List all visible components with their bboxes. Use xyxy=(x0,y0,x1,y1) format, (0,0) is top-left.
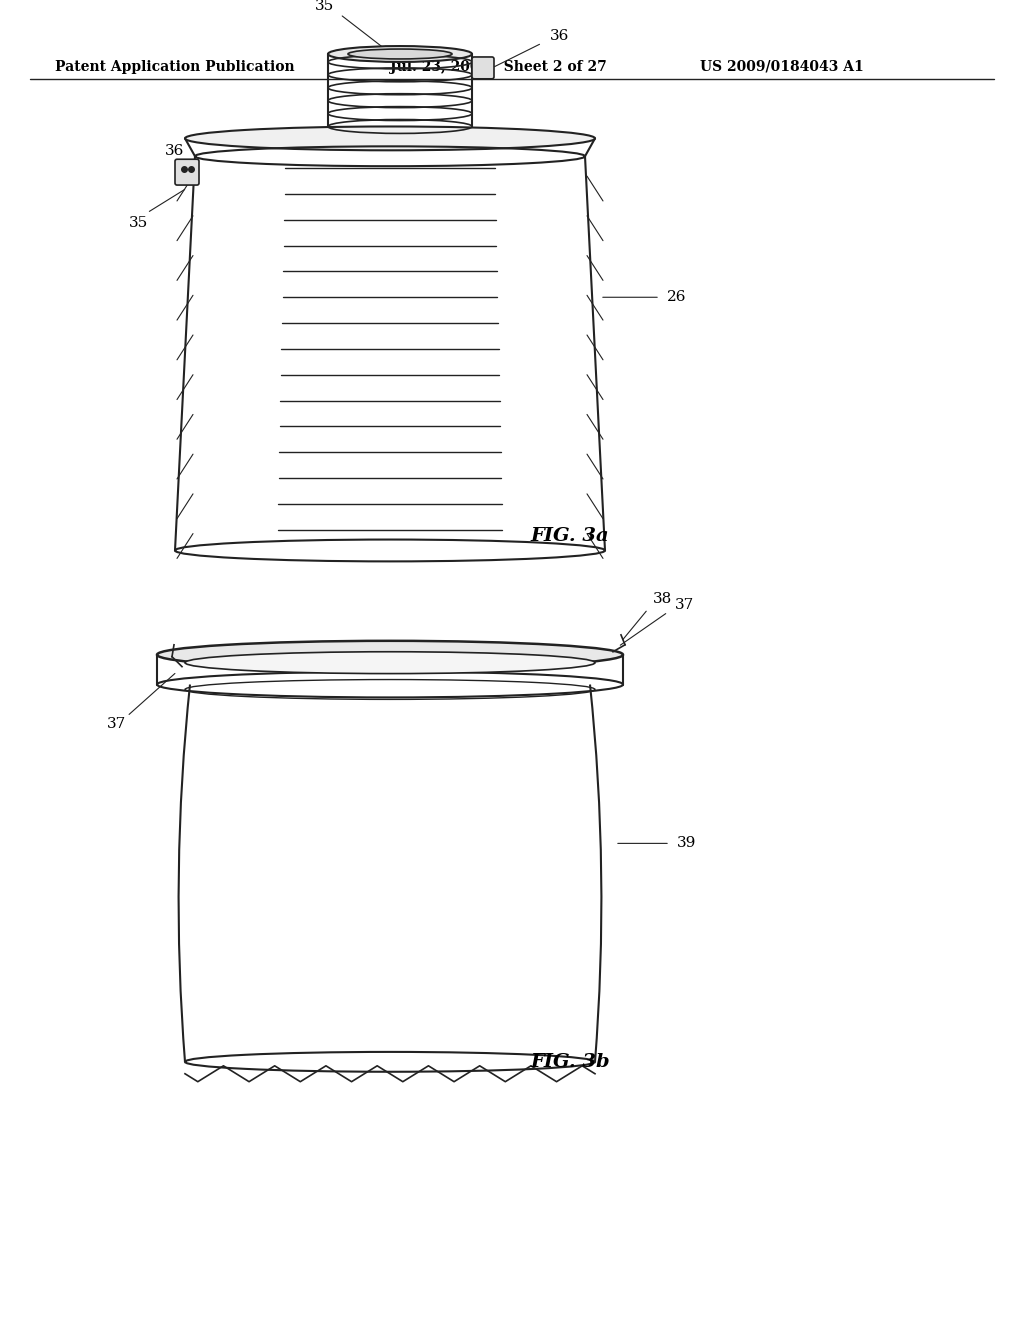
Ellipse shape xyxy=(348,49,452,59)
Text: 26: 26 xyxy=(667,290,686,305)
Text: FIG. 3a: FIG. 3a xyxy=(530,527,608,545)
FancyBboxPatch shape xyxy=(472,57,494,79)
Text: FIG. 3b: FIG. 3b xyxy=(530,1053,609,1071)
Text: 38: 38 xyxy=(653,593,672,606)
Text: US 2009/0184043 A1: US 2009/0184043 A1 xyxy=(700,59,864,74)
Ellipse shape xyxy=(185,127,595,150)
FancyBboxPatch shape xyxy=(175,160,199,185)
Text: 36: 36 xyxy=(165,144,184,158)
Text: 35: 35 xyxy=(129,215,148,230)
Ellipse shape xyxy=(328,46,472,62)
Text: 36: 36 xyxy=(550,29,569,44)
Text: 37: 37 xyxy=(675,598,694,612)
Ellipse shape xyxy=(157,640,623,669)
Ellipse shape xyxy=(185,652,595,673)
Text: Patent Application Publication: Patent Application Publication xyxy=(55,59,295,74)
Text: Jul. 23, 2009   Sheet 2 of 27: Jul. 23, 2009 Sheet 2 of 27 xyxy=(390,59,607,74)
Text: 35: 35 xyxy=(315,0,335,13)
Text: 39: 39 xyxy=(677,837,696,850)
Text: 37: 37 xyxy=(108,717,127,731)
